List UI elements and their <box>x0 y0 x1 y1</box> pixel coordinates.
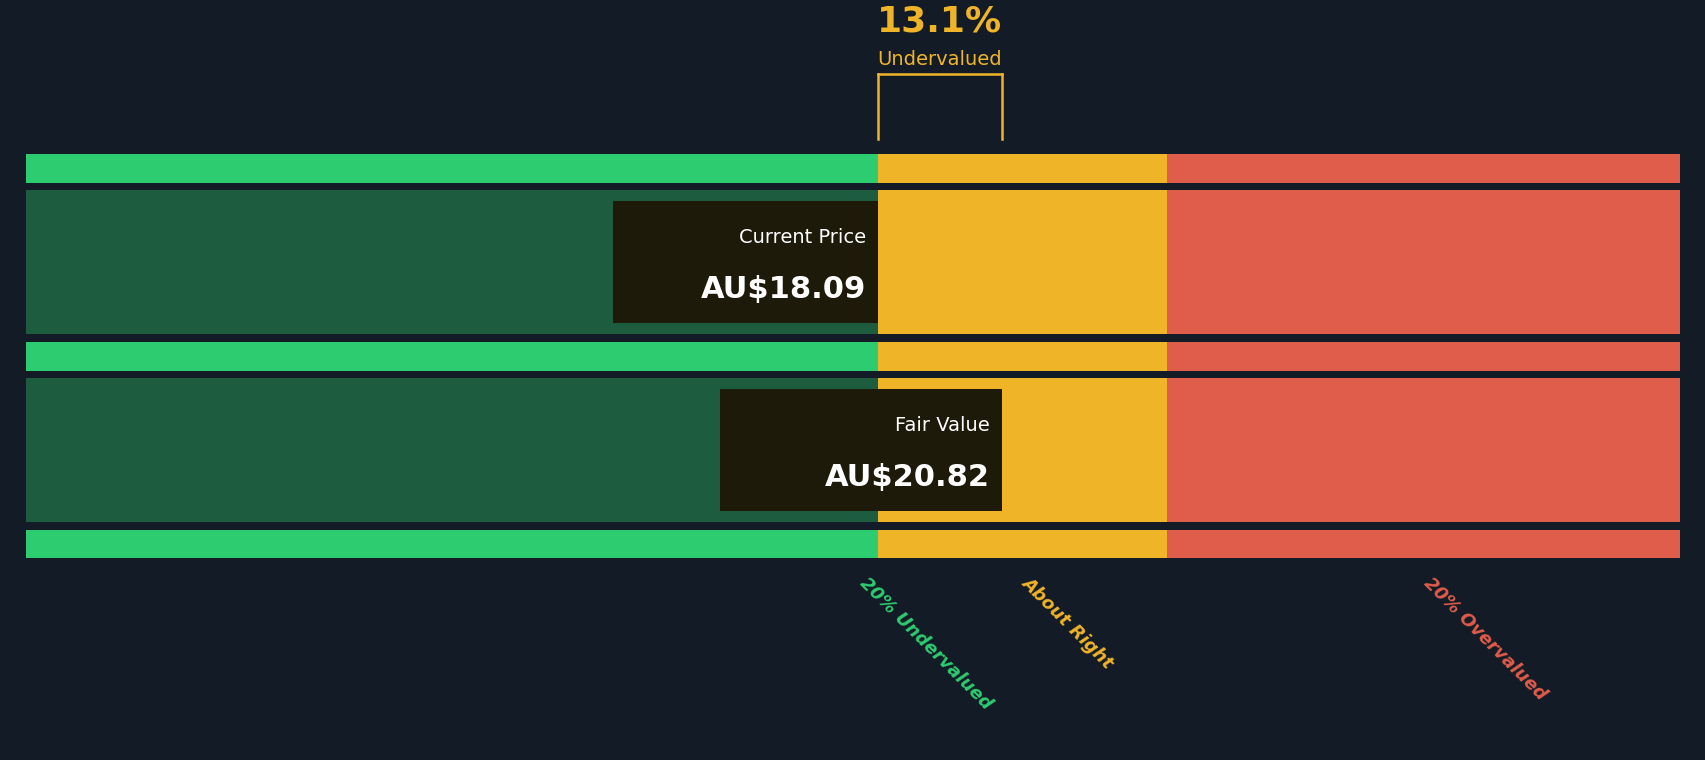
Bar <box>1166 342 1679 371</box>
Bar <box>26 342 878 371</box>
Bar <box>878 154 1166 182</box>
Bar <box>26 154 878 182</box>
Bar <box>614 201 878 324</box>
Text: 20% Overvalued: 20% Overvalued <box>1419 574 1548 703</box>
Bar <box>26 378 878 522</box>
Bar <box>878 342 1166 371</box>
Bar <box>878 530 1166 559</box>
Bar <box>26 530 878 559</box>
Bar <box>878 378 1166 522</box>
Bar <box>1166 530 1679 559</box>
Bar <box>1166 378 1679 522</box>
Text: Current Price: Current Price <box>738 228 866 247</box>
Text: AU$20.82: AU$20.82 <box>825 463 989 492</box>
Text: 20% Undervalued: 20% Undervalued <box>856 574 996 713</box>
Bar <box>1166 154 1679 182</box>
Text: Fair Value: Fair Value <box>895 416 989 435</box>
Bar <box>1166 190 1679 334</box>
Text: 13.1%: 13.1% <box>876 5 1003 38</box>
Bar <box>720 389 1001 511</box>
Bar <box>26 190 878 334</box>
Bar <box>878 190 1166 334</box>
Text: AU$18.09: AU$18.09 <box>701 274 866 304</box>
Text: About Right: About Right <box>1018 574 1117 672</box>
Text: Undervalued: Undervalued <box>876 49 1001 68</box>
